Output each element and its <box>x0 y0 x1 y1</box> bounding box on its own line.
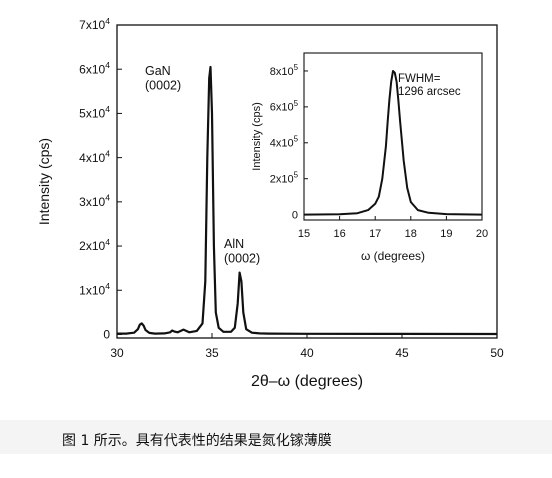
annotation-fwhm: FWHM= 1296 arcsec <box>398 73 461 98</box>
xrd-figure: 30 35 40 45 50 0 1x104 2x104 3x104 4x104 5x104 6x10… <box>36 16 504 390</box>
main-y-axis-label: Intensity (cps) <box>36 138 52 225</box>
main-y-tick-label: 5x104 <box>79 104 110 120</box>
inset-x-tick-label: 15 <box>298 228 310 240</box>
inset-x-axis-label: ω (degrees) <box>361 249 425 263</box>
inset-chart: 15 16 17 18 19 20 0 2x105 4x105 6x105 8x105 ω (degr… <box>251 52 488 263</box>
inset-x-tick-label: 20 <box>476 228 488 240</box>
main-x-axis-label: 2θ–ω (degrees) <box>251 373 363 390</box>
inset-y-axis-label: Intensity (cps) <box>251 102 263 170</box>
inset-y-tick-label: 6x105 <box>270 99 299 114</box>
inset-x-tick-label: 17 <box>369 228 381 240</box>
main-y-tick-label: 3x104 <box>79 193 110 209</box>
figure-caption: 图 1 所示。具有代表性的结果是氮化镓薄膜 <box>62 433 332 449</box>
inset-y-tick-label: 0 <box>292 209 298 221</box>
inset-x-tick-label: 16 <box>333 228 345 240</box>
main-chart: 30 35 40 45 50 0 1x104 2x104 3x104 4x104 5x104 6x10… <box>36 16 504 390</box>
main-y-tick-label: 6x104 <box>79 60 110 76</box>
inset-series-line <box>303 70 483 216</box>
main-plot-frame <box>116 24 498 339</box>
main-y-tick-label: 2x104 <box>79 237 110 253</box>
inset-y-tick-label: 8x105 <box>270 63 299 78</box>
main-x-tick-label: 45 <box>395 346 409 360</box>
main-y-tick-label: 4x104 <box>79 148 110 164</box>
inset-x-tick-label: 18 <box>405 228 417 240</box>
main-x-tick-label: 40 <box>300 346 314 360</box>
main-x-tick-label: 50 <box>490 346 504 360</box>
inset-x-tick-label: 19 <box>440 228 452 240</box>
annotation-aln: AlN (0002) <box>224 237 260 265</box>
annotation-gan: GaN (0002) <box>145 64 181 92</box>
main-y-tick-label: 7x104 <box>79 16 110 32</box>
main-y-tick-label: 1x104 <box>79 281 110 297</box>
main-x-tick-label: 30 <box>110 346 124 360</box>
inset-y-tick-label: 4x105 <box>270 135 299 150</box>
caption-background <box>0 420 552 454</box>
main-series-line <box>117 65 498 336</box>
inset-plot-frame <box>303 52 483 221</box>
main-x-tick-label: 35 <box>205 346 219 360</box>
inset-y-tick-label: 2x105 <box>270 171 299 186</box>
main-y-tick-label: 0 <box>103 328 110 342</box>
